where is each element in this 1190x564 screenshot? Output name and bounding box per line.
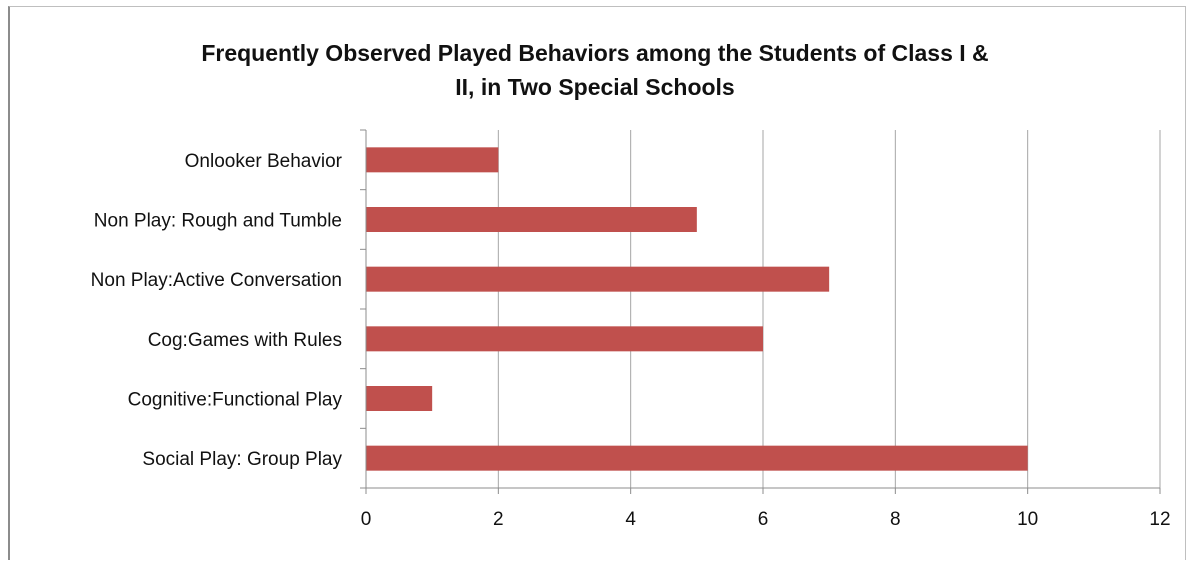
x-tick-label: 4 [625,509,636,530]
category-labels: Onlooker Behavior Non Play: Rough and Tum… [91,151,343,470]
category-label: Non Play: Rough and Tumble [94,211,342,232]
x-tick-label: 6 [758,509,769,530]
category-label: Cog:Games with Rules [148,330,342,351]
chart-title-line-2: II, in Two Special Schools [455,74,735,100]
axes [360,129,1161,494]
x-tick-label: 0 [361,509,372,530]
bar [366,326,763,352]
chart-title-line-1: Frequently Observed Played Behaviors amo… [201,40,989,66]
gridlines [497,130,1161,488]
chart-title: Frequently Observed Played Behaviors amo… [0,36,1190,104]
category-label: Onlooker Behavior [185,151,343,172]
bar [366,147,499,173]
category-label: Social Play: Group Play [142,449,342,470]
bars [366,147,1028,471]
category-label: Cognitive:Functional Play [128,390,343,411]
x-tick-label: 10 [1017,509,1038,530]
bar [366,207,697,232]
chart-frame [8,6,1186,560]
category-label: Non Play:Active Conversation [91,270,342,291]
bar [366,445,1028,471]
bar [366,386,433,411]
x-tick-label: 2 [493,509,504,530]
x-tick-labels: 0 2 4 6 8 10 12 [361,509,1171,530]
x-tick-label: 8 [890,509,901,530]
x-tick-label: 12 [1149,509,1170,530]
bar [366,266,830,292]
